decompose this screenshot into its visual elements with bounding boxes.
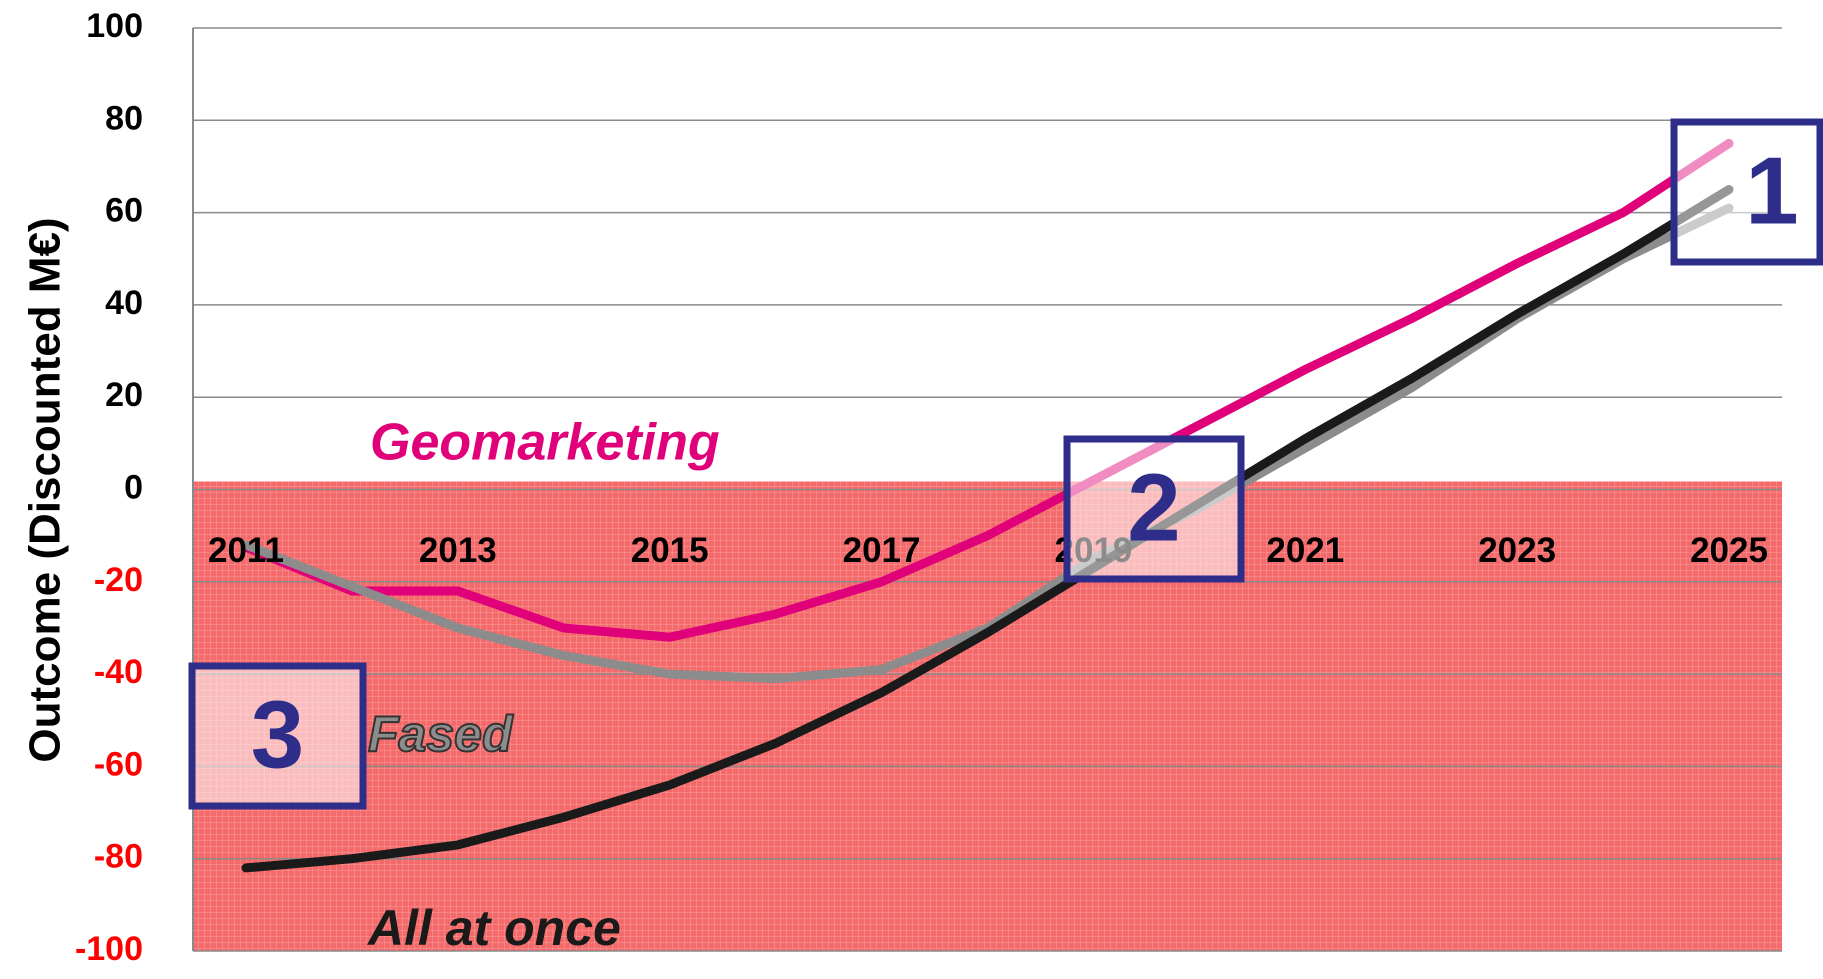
x-tick-label: 2013	[419, 531, 497, 570]
annotation-number: 1	[1745, 137, 1798, 244]
x-tick-label: 2017	[843, 531, 921, 570]
y-tick-label: 100	[86, 7, 143, 45]
y-tick-label: -60	[94, 745, 143, 783]
annotation-number: 2	[1127, 454, 1180, 561]
series-label: Geomarketing	[370, 414, 720, 472]
annotation-box	[188, 662, 367, 810]
y-tick-label: 60	[105, 192, 143, 230]
y-tick-label: 20	[105, 376, 143, 414]
x-tick-label: 2015	[631, 531, 709, 570]
series-line	[241, 138, 1734, 642]
x-tick-label: 2023	[1478, 531, 1556, 570]
annotation-box	[1063, 435, 1245, 583]
y-tick-label: 40	[105, 284, 143, 322]
negative-zone-mesh	[193, 481, 1782, 951]
y-tick-label: -100	[75, 930, 143, 968]
y-tick-label: -20	[94, 561, 143, 599]
annotation-box	[1670, 118, 1823, 266]
y-tick-label: -80	[94, 838, 143, 876]
x-tick-label: 2011	[208, 531, 284, 570]
y-tick-label: -40	[94, 653, 143, 691]
series-label: All at once	[366, 900, 621, 956]
series-line	[241, 185, 1734, 873]
y-axis-title: Outcome (Discounted M€)	[21, 217, 70, 762]
annotation-number: 3	[251, 681, 304, 788]
series-label: Fased	[368, 706, 514, 762]
y-tick-label: 80	[105, 99, 143, 137]
x-tick-label: 2025	[1690, 531, 1768, 570]
y-tick-label: 0	[124, 468, 143, 506]
x-tick-label: 2021	[1266, 531, 1344, 570]
